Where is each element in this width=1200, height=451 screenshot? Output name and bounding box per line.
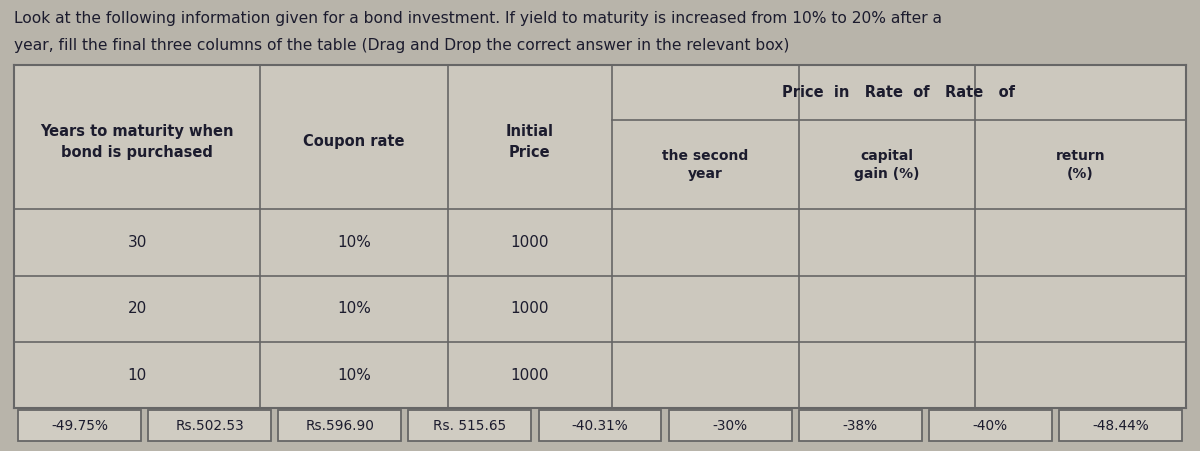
Text: -48.44%: -48.44%	[1092, 419, 1148, 433]
Text: 10%: 10%	[337, 301, 371, 316]
Text: Rs.596.90: Rs.596.90	[305, 419, 374, 433]
Text: Years to maturity when
bond is purchased: Years to maturity when bond is purchased	[41, 124, 234, 160]
Bar	[148, 410, 271, 441]
Bar	[929, 410, 1052, 441]
Text: 10: 10	[127, 368, 148, 382]
Text: capital
gain (%): capital gain (%)	[854, 148, 919, 181]
Bar	[408, 410, 532, 441]
Text: 20: 20	[127, 301, 148, 316]
Text: 1000: 1000	[510, 368, 548, 382]
Text: Coupon rate: Coupon rate	[304, 134, 404, 149]
Text: Price  in   Rate  of   Rate   of: Price in Rate of Rate of	[782, 85, 1015, 100]
Text: year, fill the final three columns of the table (Drag and Drop the correct answe: year, fill the final three columns of th…	[14, 38, 790, 53]
Text: 10%: 10%	[337, 235, 371, 250]
Bar	[539, 410, 661, 441]
Text: -40.31%: -40.31%	[571, 419, 629, 433]
Text: 30: 30	[127, 235, 148, 250]
Text: Rs.502.53: Rs.502.53	[175, 419, 244, 433]
Text: 10%: 10%	[337, 368, 371, 382]
Text: 1000: 1000	[510, 301, 548, 316]
Bar	[799, 410, 922, 441]
Text: -30%: -30%	[713, 419, 748, 433]
Text: 1000: 1000	[510, 235, 548, 250]
Bar	[278, 410, 401, 441]
Bar	[1060, 410, 1182, 441]
Text: -38%: -38%	[842, 419, 878, 433]
Text: the second
year: the second year	[662, 148, 749, 181]
Bar	[668, 410, 792, 441]
Text: return
(%): return (%)	[1055, 148, 1105, 181]
Text: Look at the following information given for a bond investment. If yield to matur: Look at the following information given …	[14, 11, 942, 26]
Text: Rs. 515.65: Rs. 515.65	[433, 419, 506, 433]
Text: -49.75%: -49.75%	[50, 419, 108, 433]
Text: -40%: -40%	[973, 419, 1008, 433]
Text: Initial
Price: Initial Price	[505, 124, 553, 160]
Bar	[18, 410, 140, 441]
Bar	[14, 65, 1186, 408]
